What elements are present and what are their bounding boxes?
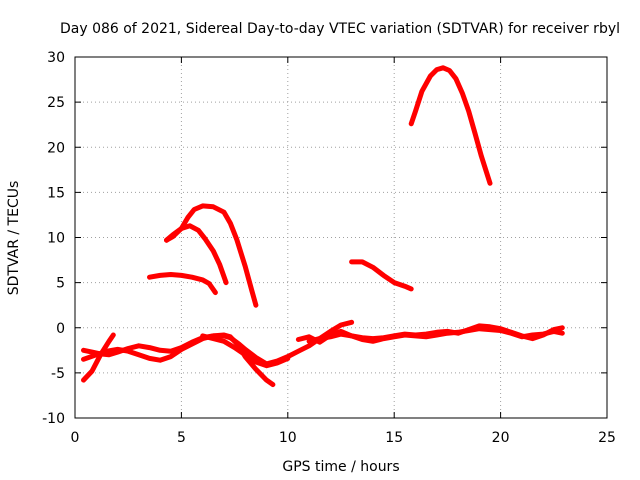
x-tick-label: 0	[71, 430, 80, 446]
x-tick-label: 10	[279, 430, 297, 446]
y-tick-label: 30	[47, 50, 65, 66]
chart-title: Day 086 of 2021, Sidereal Day-to-day VTE…	[60, 21, 620, 37]
grid	[75, 57, 607, 418]
y-tick-label: -5	[51, 366, 65, 382]
y-tick-label: 20	[47, 140, 65, 156]
series-arc-2	[84, 335, 273, 385]
y-tick-label: 10	[47, 231, 65, 247]
y-tick-label: -10	[42, 411, 65, 427]
x-tick-label: 5	[177, 430, 186, 446]
series-arc-7	[150, 275, 216, 293]
series-layer	[84, 68, 563, 385]
series-arc-11	[411, 68, 490, 184]
series-arc-10	[352, 262, 412, 289]
y-tick-label: 5	[56, 276, 65, 292]
y-tick-label: 15	[47, 185, 65, 201]
x-tick-label: 15	[385, 430, 403, 446]
x-tick-label: 20	[492, 430, 510, 446]
axis-ticks: 0 5 10 15 20 25 -10 -5 0 5 10 15 20 25 30	[42, 50, 616, 446]
y-tick-label: 25	[47, 95, 65, 111]
x-axis-label: GPS time / hours	[282, 459, 399, 475]
y-axis-label: SDTVAR / TECUs	[6, 181, 22, 296]
y-tick-label: 0	[56, 321, 65, 337]
x-tick-label: 25	[598, 430, 616, 446]
sdtvar-chart: Day 086 of 2021, Sidereal Day-to-day VTE…	[0, 0, 640, 480]
